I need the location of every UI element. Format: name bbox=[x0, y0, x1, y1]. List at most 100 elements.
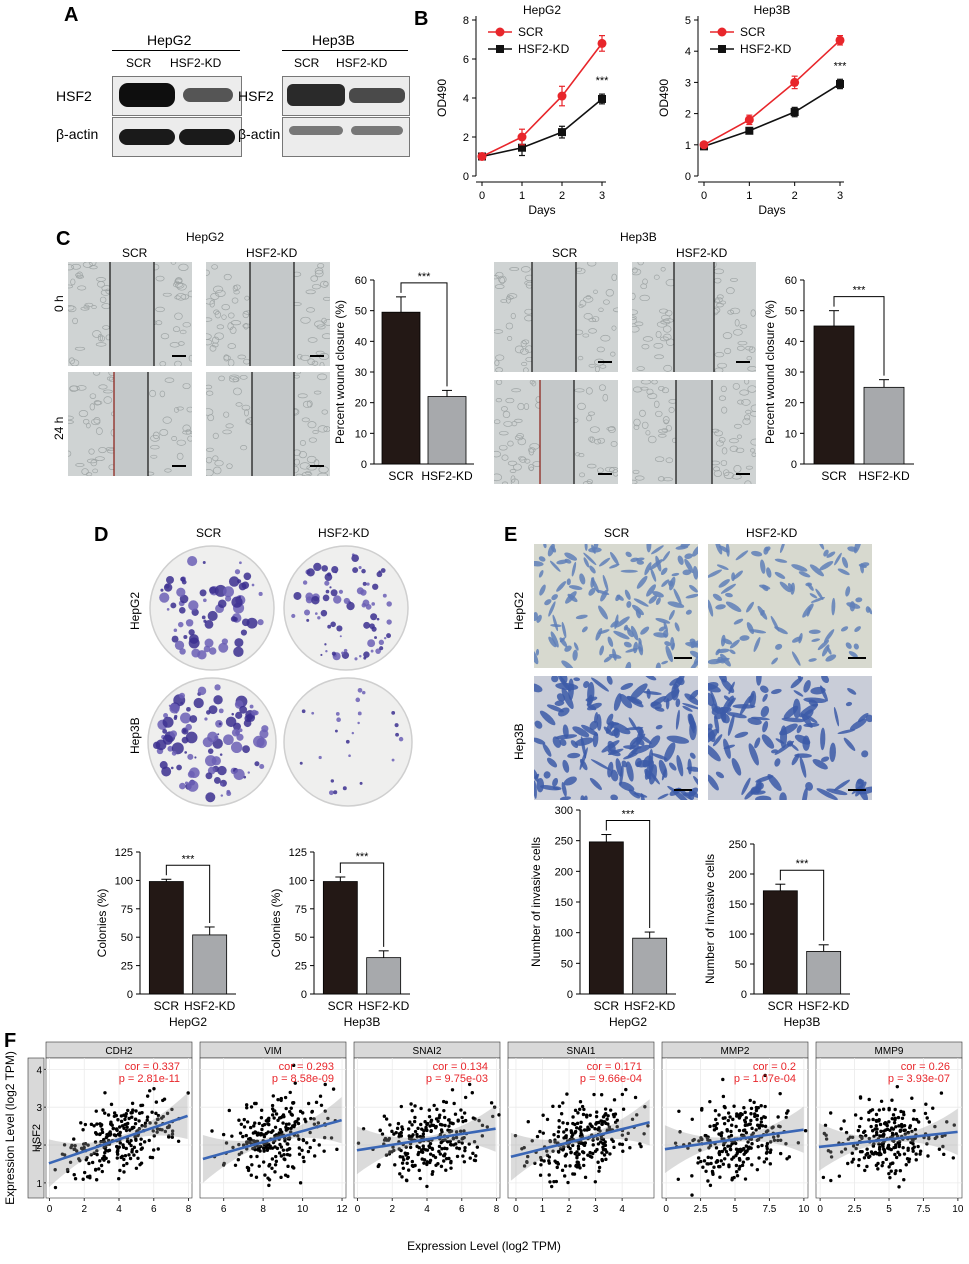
scatter-point bbox=[776, 1134, 780, 1138]
x-tick-label: HSF2-KD bbox=[798, 999, 850, 1013]
invaded-cell bbox=[651, 545, 664, 555]
scatter-point bbox=[890, 1116, 894, 1121]
cell-outline bbox=[663, 419, 669, 425]
colony bbox=[376, 571, 383, 578]
colony-dish-hepg2-kd bbox=[283, 545, 409, 671]
scatter-point bbox=[434, 1124, 438, 1129]
colony bbox=[371, 602, 375, 606]
colony bbox=[194, 756, 197, 759]
invaded-cell bbox=[779, 581, 791, 593]
scatter-point bbox=[155, 1127, 160, 1131]
scatter-point bbox=[777, 1124, 781, 1128]
scatter-point bbox=[620, 1133, 625, 1137]
cell-outline bbox=[68, 420, 74, 424]
scatter-point bbox=[911, 1146, 915, 1151]
scatter-point bbox=[154, 1111, 158, 1116]
cell-outline bbox=[221, 304, 230, 311]
scatter-point bbox=[124, 1122, 129, 1126]
cell-outline bbox=[82, 262, 93, 268]
cell-outline bbox=[498, 444, 508, 451]
scatter-point bbox=[471, 1116, 476, 1120]
bar-scr bbox=[148, 881, 184, 995]
scatter-point bbox=[405, 1161, 409, 1165]
scatter-point bbox=[843, 1147, 848, 1151]
invaded-cell bbox=[645, 676, 657, 681]
scatter-point bbox=[710, 1169, 715, 1174]
scatter-point bbox=[706, 1179, 710, 1183]
scatter-point bbox=[314, 1100, 319, 1105]
cell-outline bbox=[76, 274, 85, 279]
scatter-point bbox=[879, 1129, 883, 1134]
cell-outline bbox=[517, 437, 527, 446]
scatter-point bbox=[870, 1108, 875, 1112]
y-tick-label: 2 bbox=[463, 132, 469, 144]
scatter-point bbox=[699, 1136, 703, 1140]
invaded-cell bbox=[762, 693, 768, 702]
cell-outline bbox=[575, 452, 581, 457]
scatter-point bbox=[462, 1160, 467, 1164]
colony bbox=[383, 636, 387, 640]
cell-outline bbox=[579, 299, 587, 307]
invaded-cell bbox=[613, 727, 620, 739]
colony bbox=[329, 586, 332, 589]
colony bbox=[184, 751, 188, 754]
invaded-cell bbox=[771, 688, 782, 695]
invaded-cell bbox=[860, 563, 864, 574]
cell-outline bbox=[636, 366, 645, 371]
scatter-point bbox=[754, 1108, 759, 1113]
scatter-point bbox=[897, 1185, 901, 1189]
cell-outline bbox=[244, 409, 249, 417]
scatter-point bbox=[442, 1159, 446, 1163]
y-tick-label: 50 bbox=[295, 932, 307, 944]
cell-outline bbox=[187, 290, 192, 298]
x-tick-label: 7.5 bbox=[762, 1204, 776, 1215]
scatter-point bbox=[279, 1096, 283, 1101]
colony bbox=[330, 621, 336, 628]
colony bbox=[223, 734, 234, 746]
y-tick-label: 300 bbox=[555, 805, 573, 817]
scatter-point bbox=[98, 1159, 102, 1163]
cell-outline bbox=[233, 387, 242, 396]
invaded-cell bbox=[761, 734, 775, 749]
colony bbox=[379, 646, 384, 651]
scatter-point bbox=[555, 1165, 559, 1170]
scatter-point bbox=[749, 1106, 754, 1111]
scatter-point bbox=[860, 1149, 864, 1154]
scatter-point bbox=[138, 1142, 143, 1146]
scatter-point bbox=[329, 1136, 334, 1140]
cell-outline bbox=[501, 406, 508, 412]
invaded-cell bbox=[598, 557, 611, 567]
cell-outline bbox=[498, 275, 507, 284]
scatter-point bbox=[285, 1148, 289, 1152]
scatter-point bbox=[678, 1130, 682, 1134]
scatter-point bbox=[308, 1145, 312, 1150]
cell-outline bbox=[714, 298, 720, 304]
cell-outline bbox=[745, 465, 753, 470]
scatter-point bbox=[254, 1175, 259, 1179]
scatter-point bbox=[410, 1108, 414, 1113]
wound-image-hep3b-scr-24h bbox=[494, 380, 618, 484]
scatter-point bbox=[742, 1106, 746, 1110]
scatter-point bbox=[552, 1179, 556, 1184]
invaded-cell bbox=[817, 640, 830, 651]
scatter-point bbox=[708, 1124, 712, 1129]
y-tick-label: 25 bbox=[295, 961, 307, 973]
invaded-cell bbox=[759, 584, 771, 590]
invaded-cell bbox=[546, 704, 564, 713]
cell-outline bbox=[97, 333, 104, 342]
colony bbox=[187, 780, 199, 792]
cell-outline bbox=[89, 403, 96, 411]
colony-dish-hep3b-kd bbox=[283, 677, 413, 807]
cell-outline bbox=[227, 359, 235, 366]
cell-outline bbox=[586, 463, 597, 469]
cell-outline bbox=[665, 309, 673, 317]
scatter-point bbox=[100, 1127, 104, 1132]
cell-outline bbox=[736, 434, 742, 439]
data-point bbox=[597, 38, 607, 48]
scatter-point bbox=[425, 1148, 430, 1152]
scatter-point bbox=[170, 1132, 175, 1136]
scatter-point bbox=[95, 1152, 99, 1157]
y-tick-label: 200 bbox=[555, 866, 573, 878]
